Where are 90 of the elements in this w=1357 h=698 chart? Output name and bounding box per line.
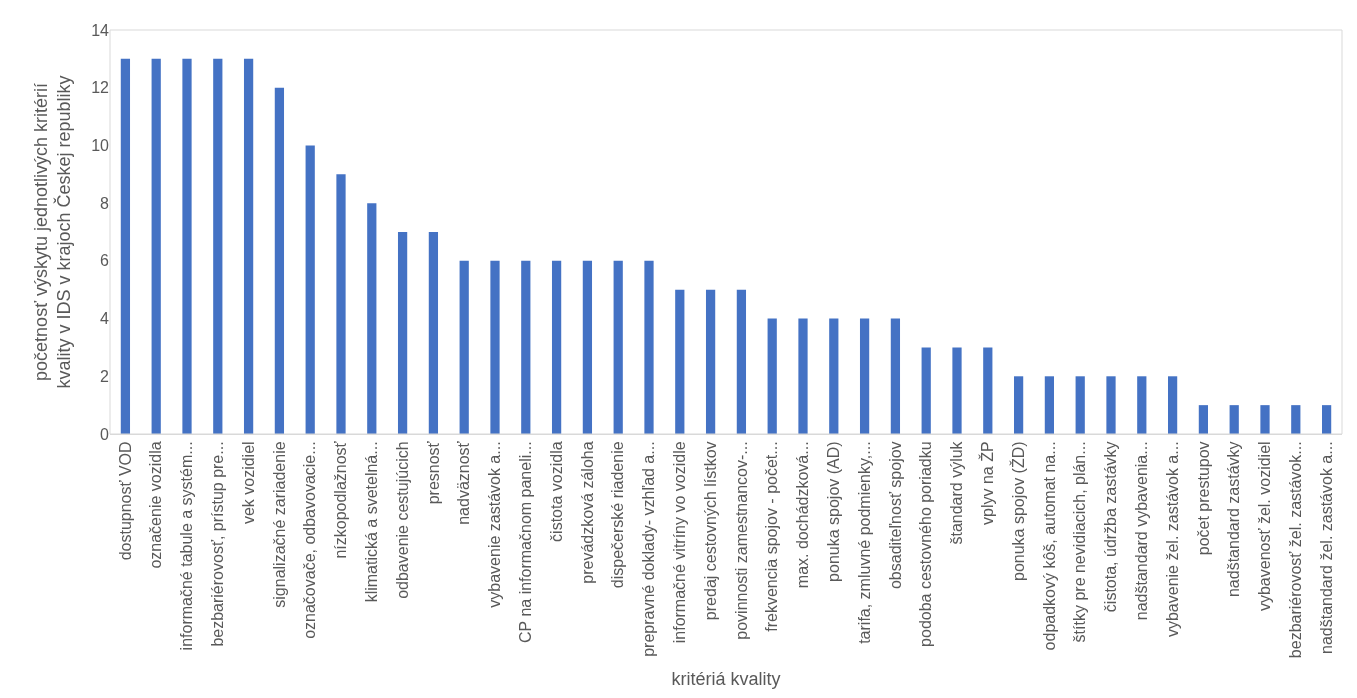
x-tick-label: bezbariérovosť žel. zastávok... <box>1287 441 1304 659</box>
bar <box>1167 376 1178 434</box>
x-tick-label: prepravné doklady- vzhľad a... <box>640 441 658 657</box>
bar <box>1321 405 1332 434</box>
bar <box>243 58 254 434</box>
x-tick-label: informačné vitríny vo vozidle <box>671 441 688 644</box>
x-tick-label: presnosť <box>424 440 442 505</box>
bar <box>1044 376 1055 434</box>
x-tick-label: označovače, odbavovacie... <box>301 441 319 639</box>
bar <box>859 318 870 434</box>
bar <box>151 58 161 434</box>
bar <box>336 174 346 434</box>
bar <box>644 260 654 434</box>
x-tick-label: nadštandard žel. zastávok a... <box>1317 441 1335 654</box>
x-tick-label: ponuka spojov (AD) <box>825 441 842 582</box>
x-tick-label: vybavenie žel. zastávok a... <box>1163 441 1181 638</box>
y-tick-label: 2 <box>100 367 110 385</box>
bar <box>397 232 408 434</box>
bar <box>213 58 223 434</box>
x-tick-label: dispečerské riadenie <box>609 441 627 589</box>
y-tick-label: 10 <box>91 137 110 155</box>
x-tick-label: označenie vozidla <box>147 441 165 569</box>
bar <box>952 347 962 434</box>
x-tick-label: vek vozidiel <box>239 441 257 525</box>
x-tick-label: čistota, údržba zastávky <box>1102 441 1120 613</box>
bar <box>1137 376 1147 434</box>
x-tick-label: nízkopodlažnosť <box>332 440 350 559</box>
x-tick-label: štandard výluk <box>948 440 966 545</box>
bar <box>1229 405 1239 434</box>
x-tick-label: odpadkový kôš, automat na... <box>1040 441 1058 651</box>
bar <box>274 87 285 434</box>
bar <box>798 318 808 434</box>
bar <box>921 347 931 434</box>
bar <box>1291 405 1301 434</box>
x-tick-label: informačné tabule a systém... <box>178 441 196 651</box>
bar <box>367 203 377 434</box>
x-tick-label: predaj cestovných lístkov <box>701 441 719 621</box>
x-tick-label: signalizačné zariadenie <box>270 441 288 608</box>
bar <box>182 58 192 434</box>
bar <box>767 318 777 434</box>
bar <box>983 347 993 434</box>
x-tick-label: CP na informačnom paneli... <box>517 441 534 643</box>
bar <box>1260 405 1270 434</box>
x-tick-label: obsaditeľnosť spojov <box>886 441 904 590</box>
x-tick-label: vybavenie zastávok a... <box>486 441 504 608</box>
x-tick-label: povinnosti zamestnancov-... <box>732 441 750 640</box>
x-tick-label: nadväznosť <box>455 440 473 525</box>
bar <box>736 289 747 434</box>
x-tick-label: podoba cestovného poriadku <box>917 441 935 647</box>
y-tick-label: 4 <box>100 310 110 328</box>
bar <box>1013 376 1024 434</box>
y-axis-title: početnosť výskytu jednotlivých kritérií kvality v IDS v krajoch Českej republiky <box>31 75 75 389</box>
bar <box>120 58 131 434</box>
x-tick-label: nadštandard zastávky <box>1225 441 1243 598</box>
bar <box>829 318 839 434</box>
bar <box>613 260 623 434</box>
bar <box>1198 405 1209 434</box>
x-tick-label: vybavenosť žel. vozidiel <box>1256 441 1274 612</box>
x-tick-label: ponuka spojov (ŽD) <box>1008 441 1027 582</box>
bar <box>428 232 439 434</box>
bar <box>1106 376 1116 434</box>
bar <box>1075 376 1085 434</box>
y-tick-label: 6 <box>100 252 110 270</box>
x-tick-label: tarifa, zmluvné podmienky,... <box>855 441 873 644</box>
bar <box>705 289 716 434</box>
y-tick-label: 12 <box>91 79 110 97</box>
x-tick-label: bezbariérovosť, prístup pre... <box>209 441 226 647</box>
x-tick-label: max. dochádzková... <box>794 441 812 589</box>
bar <box>305 145 315 434</box>
bar <box>582 260 593 434</box>
x-tick-label: odbavenie cestujúcich <box>393 441 411 599</box>
x-tick-label: vplyv na ŽP <box>978 441 996 525</box>
x-tick-label: nadštandard vybavenia... <box>1133 441 1150 621</box>
bar <box>490 260 500 434</box>
bar <box>459 260 469 434</box>
bar <box>551 260 562 434</box>
y-tick-label: 0 <box>100 425 110 443</box>
x-tick-label: klimatická a svetelná... <box>363 441 380 603</box>
bar <box>675 289 685 434</box>
y-tick-label: 14 <box>91 21 110 39</box>
x-tick-label: čistota vozidla <box>547 441 565 542</box>
x-tick-label: počet prestupov <box>1194 441 1212 556</box>
y-tick-label: 8 <box>100 194 110 212</box>
bar <box>890 318 901 434</box>
x-tick-label: prevádzková záloha <box>578 441 596 584</box>
x-axis-title: kritériá kvality <box>671 669 781 690</box>
x-tick-label: dostupnosť VOD <box>116 441 134 561</box>
x-tick-label: štítky pre nevidiacich, plán... <box>1071 441 1089 643</box>
x-tick-label: frekvencia spojov - počet... <box>763 441 781 632</box>
bar <box>521 260 531 434</box>
